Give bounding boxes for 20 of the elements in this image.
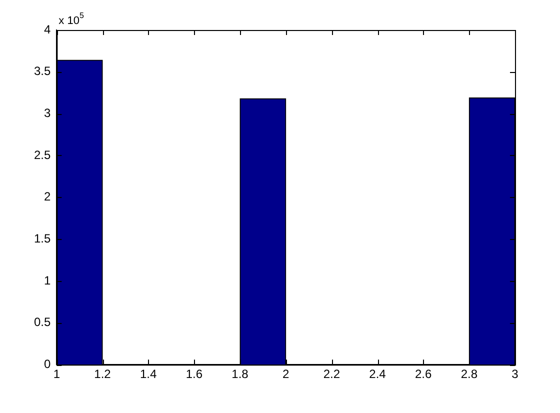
y-tick-label: 3 bbox=[44, 106, 51, 120]
x-tick-label: 2.4 bbox=[369, 367, 386, 382]
x-tick-label: 1.2 bbox=[94, 367, 112, 382]
y-tick-label: 4 bbox=[44, 22, 51, 36]
x-tick-label: 2.6 bbox=[414, 367, 432, 382]
x-tick-label: 1.6 bbox=[186, 367, 203, 382]
x-tick-label: 1.4 bbox=[140, 367, 158, 382]
x-tick-label: 1.8 bbox=[232, 367, 249, 382]
x-tick-label: 2.8 bbox=[460, 367, 478, 382]
y-tick-label: 2 bbox=[44, 190, 51, 204]
x-tick-label: 3 bbox=[512, 367, 519, 382]
y-tick-label: 3.5 bbox=[34, 64, 51, 78]
y-tick-label: 0 bbox=[44, 356, 51, 371]
x-tick-label: 1 bbox=[53, 367, 60, 382]
y-tick-label: 1 bbox=[44, 273, 51, 288]
x-tick-label: 2.2 bbox=[323, 367, 340, 382]
x-tick-label: 2 bbox=[282, 367, 290, 382]
y-tick-label: 0.5 bbox=[34, 315, 51, 330]
y-tick-label: 2.5 bbox=[34, 148, 51, 162]
y-tick-label: 1.5 bbox=[34, 231, 51, 246]
